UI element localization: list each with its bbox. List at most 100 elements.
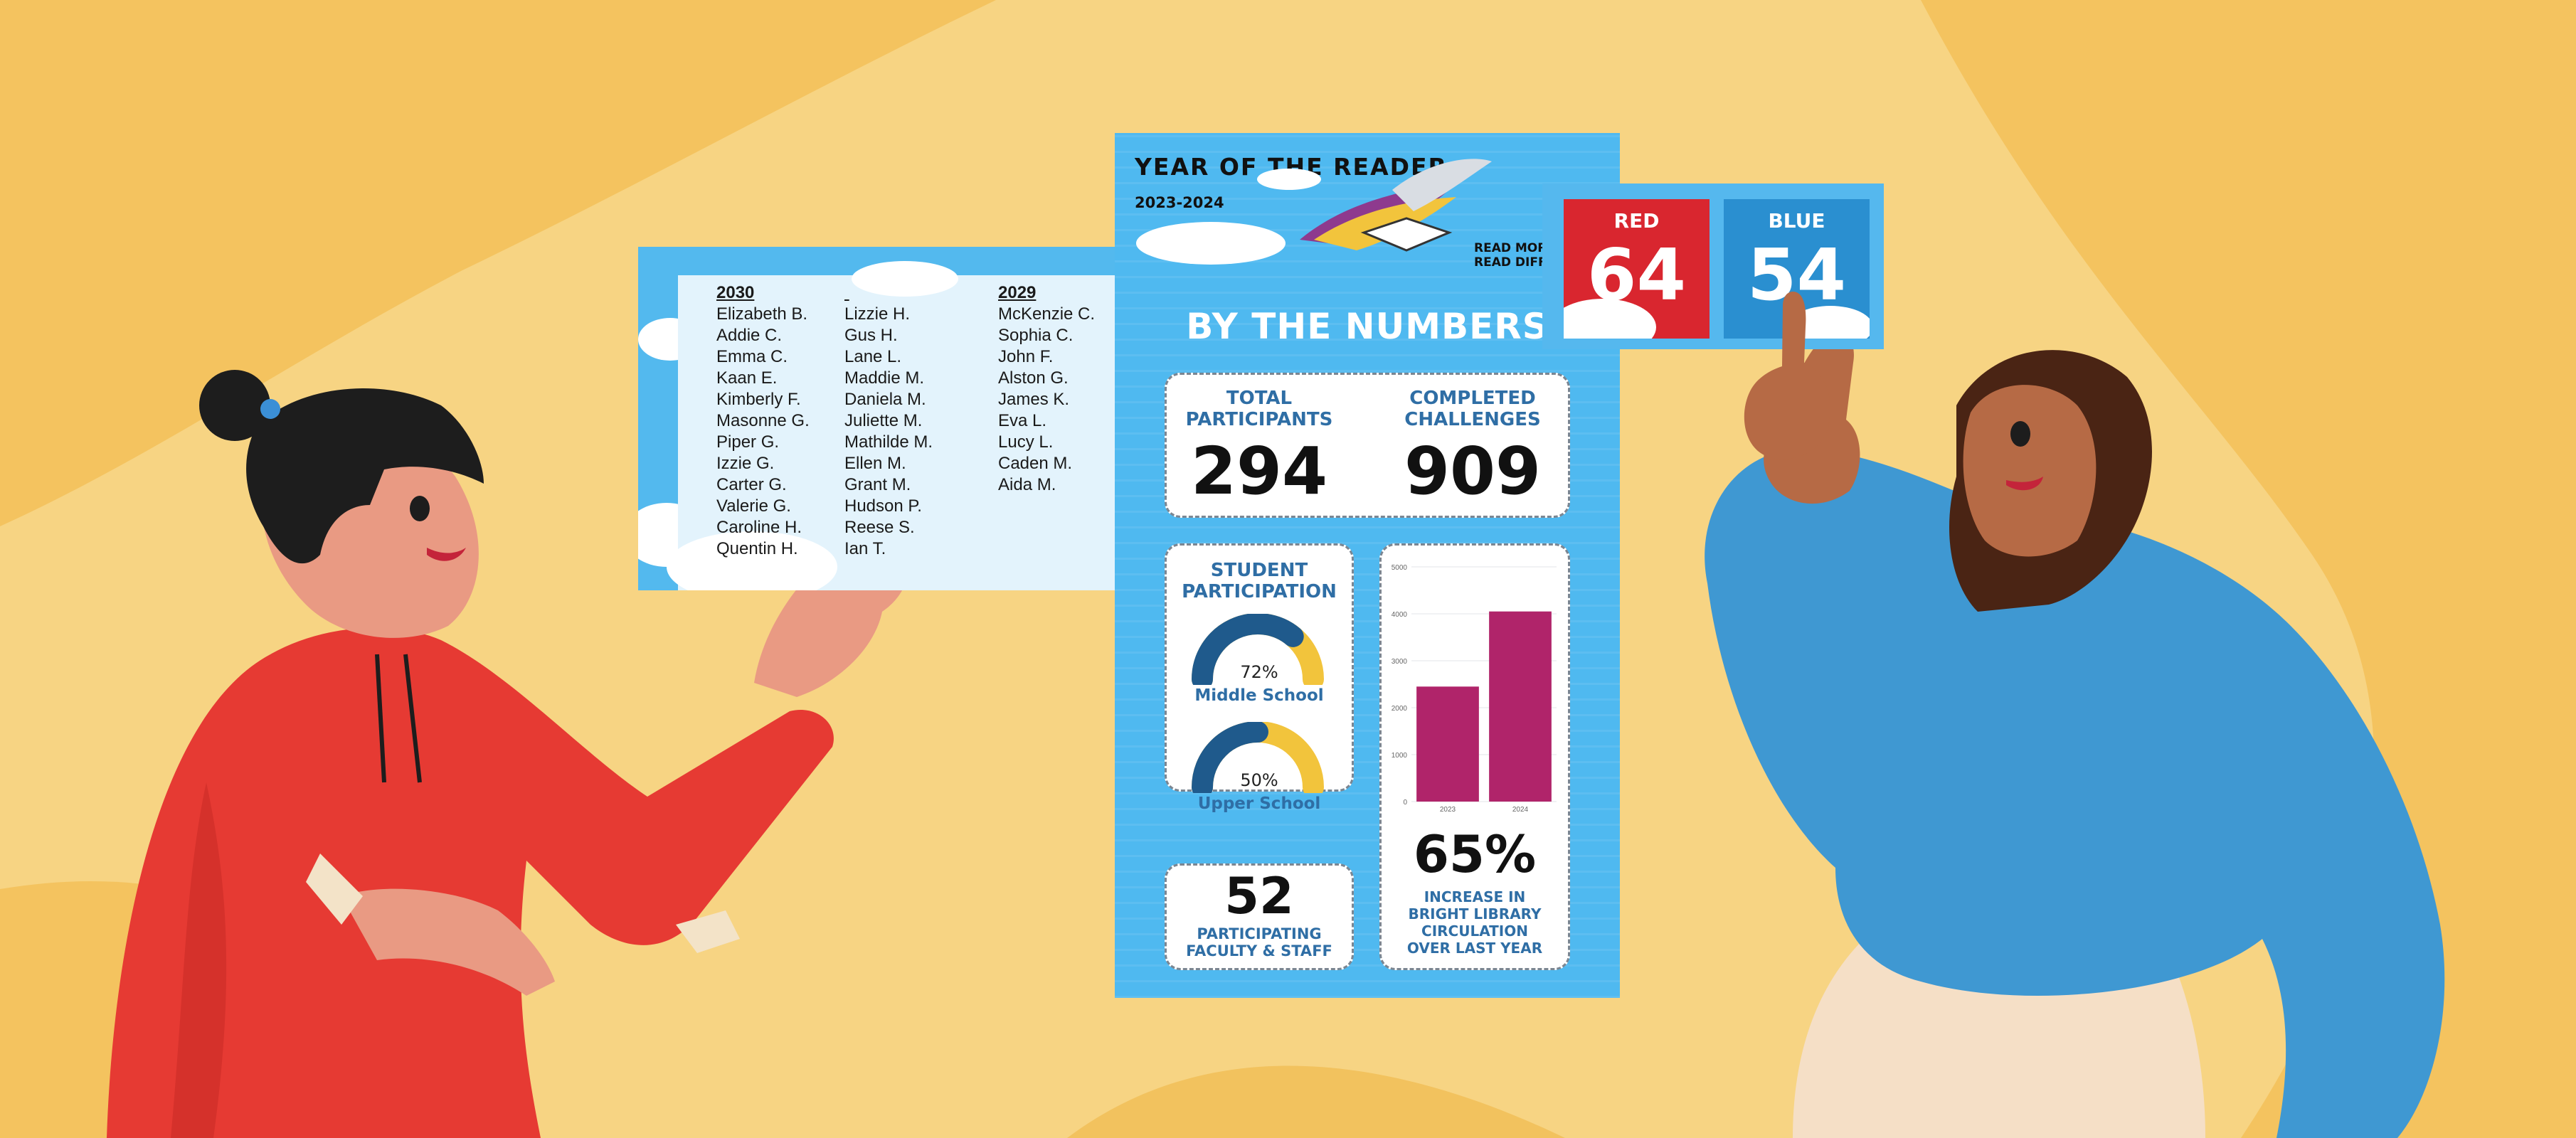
roster-name: Alston G.: [998, 368, 1069, 388]
label-line: BRIGHT LIBRARY: [1408, 905, 1542, 922]
y-tick-label: 0: [1403, 799, 1407, 807]
roster-name: James K.: [998, 390, 1070, 409]
team-score: 64: [1586, 233, 1687, 317]
red-team-score: RED 64: [1564, 199, 1710, 339]
y-tick-label: 4000: [1392, 611, 1408, 619]
infographic-tagline: READ MORE READ DIFF: [1474, 241, 1616, 270]
roster-name: Carter G.: [716, 475, 787, 494]
cloud-decoration: [1257, 169, 1321, 190]
middle-school-gauge: [1192, 614, 1324, 685]
label-line: CIRCULATION: [1421, 922, 1528, 940]
roster-name: Daniela M.: [844, 390, 926, 409]
roster-column-2030-cont: Lizzie H. Gus H. Lane L. Maddie M. Danie…: [844, 282, 933, 560]
team-name: RED: [1613, 209, 1660, 233]
winged-book-icon: [1300, 159, 1492, 252]
infographic-years: 2023-2024: [1135, 194, 1224, 211]
roster-heading: 2029: [998, 283, 1037, 302]
upper-school-percent: 50%: [1240, 770, 1278, 790]
roster-name: Addie C.: [716, 326, 783, 345]
total-participants-label: TOTAL PARTICIPANTS: [1181, 388, 1337, 430]
roster-name: Quentin H.: [716, 539, 798, 558]
y-tick-label: 1000: [1392, 752, 1408, 760]
roster-name: Sophia C.: [998, 326, 1074, 345]
middle-school-percent: 72%: [1240, 662, 1278, 682]
roster-name: Eva L.: [998, 411, 1047, 430]
label-line: PARTICIPATING: [1197, 925, 1322, 942]
roster-name: Emma C.: [716, 347, 788, 366]
team-name: BLUE: [1768, 209, 1825, 233]
roster-name: Kaan E.: [716, 368, 778, 388]
label-line: COMPLETED: [1409, 388, 1536, 409]
student-participation-label: STUDENT PARTICIPATION: [1167, 560, 1352, 602]
bar-2024: [1489, 611, 1552, 802]
roster-heading: 2030: [716, 283, 755, 302]
x-tick-label: 2023: [1440, 806, 1456, 814]
completed-challenges-label: COMPLETED CHALLENGES: [1387, 388, 1558, 430]
circulation-card: 0 1000 2000 3000 4000 5000 2023 2024 65% INCREA…: [1379, 543, 1570, 970]
label-line: PARTICIPANTS: [1185, 409, 1333, 430]
roster-name: Ian T.: [844, 539, 886, 558]
roster-column-2030: 2030 Elizabeth B. Addie C. Emma C. Kaan …: [716, 282, 810, 560]
roster-name: Elizabeth B.: [716, 304, 808, 324]
year-of-the-reader-infographic: YEAR OF THE READER 2023-2024 READ MORE R…: [1115, 133, 1620, 998]
roster-name: McKenzie C.: [998, 304, 1096, 324]
roster-name: Caroline H.: [716, 518, 802, 537]
total-participants-value: 294: [1190, 433, 1328, 509]
roster-heading: [844, 282, 933, 304]
bar-2023: [1416, 686, 1479, 802]
roster-name: Juliette M.: [844, 411, 923, 430]
label-line: CHALLENGES: [1404, 409, 1541, 430]
faculty-staff-card: 52 PARTICIPATING FACULTY & STAFF: [1165, 863, 1354, 970]
student-participation-card: STUDENT PARTICIPATION 72% Middle School …: [1165, 543, 1354, 813]
faculty-staff-value: 52: [1224, 867, 1294, 925]
totals-card: TOTAL PARTICIPANTS 294 COMPLETED CHALLEN…: [1165, 373, 1570, 518]
roster-name: Grant M.: [844, 475, 911, 494]
roster-name: Piper G.: [716, 432, 780, 452]
cloud-decoration: [852, 261, 958, 297]
y-tick-label: 5000: [1392, 564, 1408, 572]
x-tick-label: 2024: [1512, 806, 1529, 814]
upper-school-gauge: [1192, 722, 1324, 793]
label-line: STUDENT: [1210, 560, 1308, 581]
house-score-card: RED 64 BLUE 54: [1542, 184, 1884, 349]
class-roster-card: 2030 Elizabeth B. Addie C. Emma C. Kaan …: [638, 247, 1193, 590]
person-right-illustration: [1705, 332, 2445, 1138]
y-tick-label: 2000: [1392, 705, 1408, 713]
circulation-bar-chart: 0 1000 2000 3000 4000 5000 2023 2024: [1392, 564, 1557, 814]
roster-name: John F.: [998, 347, 1054, 366]
y-tick-label: 3000: [1392, 658, 1408, 666]
roster-name: Maddie M.: [844, 368, 925, 388]
roster-name: Izzie G.: [716, 454, 775, 473]
cloud-decoration: [1136, 222, 1286, 265]
tagline-line: READ DIFF: [1474, 255, 1547, 270]
completed-challenges-value: 909: [1404, 433, 1542, 509]
section-title: BY THE NUMBERS: [1186, 306, 1549, 347]
roster-name: Aida M.: [998, 475, 1056, 494]
faculty-staff-label: PARTICIPATING FACULTY & STAFF: [1167, 925, 1352, 959]
roster-name: Mathilde M.: [844, 432, 933, 452]
roster-name: Ellen M.: [844, 454, 906, 473]
middle-school-label: Middle School: [1194, 686, 1324, 705]
roster-name: Lucy L.: [998, 432, 1054, 452]
tagline-line: READ MORE: [1474, 241, 1555, 255]
roster-name: Kimberly F.: [716, 390, 801, 409]
label-line: FACULTY & STAFF: [1186, 942, 1332, 959]
roster-name: Reese S.: [844, 518, 915, 537]
roster-column-2029: 2029 McKenzie C. Sophia C. John F. Alsto…: [998, 282, 1095, 496]
roster-name: Caden M.: [998, 454, 1073, 473]
label-line: PARTICIPATION: [1182, 581, 1337, 602]
circulation-increase-value: 65%: [1413, 824, 1537, 884]
label-line: INCREASE IN: [1424, 888, 1526, 905]
cloud-decoration: [667, 531, 837, 590]
roster-name: Valerie G.: [716, 496, 791, 516]
roster-name: Lane L.: [844, 347, 902, 366]
roster-name: Masonne G.: [716, 411, 810, 430]
upper-school-label: Upper School: [1197, 794, 1321, 813]
label-line: OVER LAST YEAR: [1406, 940, 1543, 957]
pointing-hand-illustration: [1744, 292, 1830, 459]
label-line: TOTAL: [1226, 388, 1293, 409]
roster-name: Hudson P.: [844, 496, 922, 516]
roster-name: Lizzie H.: [844, 304, 911, 324]
circulation-increase-label: INCREASE IN BRIGHT LIBRARY CIRCULATION O…: [1382, 888, 1568, 957]
roster-name: Gus H.: [844, 326, 898, 345]
